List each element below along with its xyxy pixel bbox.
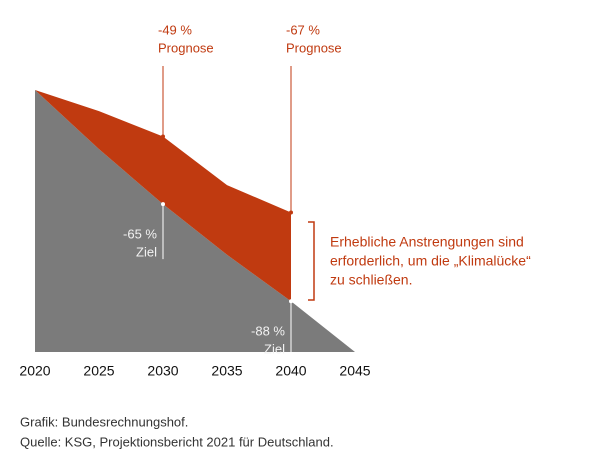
x-tick-label: 2045 — [339, 363, 370, 379]
source: Quelle: KSG, Projektionsbericht 2021 für… — [20, 434, 334, 449]
series-label: Ziel — [264, 342, 285, 357]
series-label: Prognose — [286, 40, 342, 55]
point — [289, 299, 293, 304]
value-label: -65 % — [123, 227, 157, 242]
point — [289, 210, 293, 215]
note: erforderlich, um die „Klimalücke“ — [330, 253, 531, 269]
x-tick-label: 2040 — [275, 363, 306, 379]
point — [161, 134, 165, 139]
x-tick-label: 2035 — [211, 363, 242, 379]
x-tick-label: 2030 — [147, 363, 178, 379]
note: Erhebliche Anstrengungen sind — [330, 234, 524, 250]
target-area — [35, 90, 355, 352]
bracket — [308, 221, 315, 301]
series-label: Ziel — [136, 245, 157, 260]
note: zu schließen. — [330, 272, 412, 288]
x-tick-label: 2020 — [19, 363, 50, 379]
value-label: -67 % — [286, 22, 320, 37]
x-tick-label: 2025 — [83, 363, 114, 379]
point — [161, 202, 165, 207]
series-label: Prognose — [158, 40, 214, 55]
value-label: -49 % — [158, 22, 192, 37]
gap-area — [35, 90, 291, 302]
value-label: -88 % — [251, 324, 285, 339]
source: Grafik: Bundesrechnungshof. — [20, 414, 188, 429]
